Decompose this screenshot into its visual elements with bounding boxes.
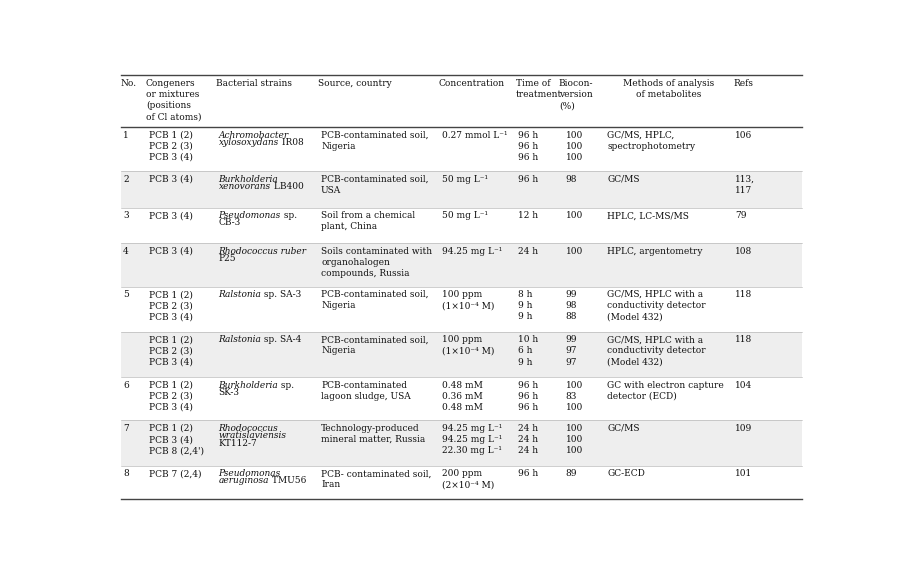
Text: Rhodococcus ruber: Rhodococcus ruber bbox=[219, 247, 307, 256]
Text: PCB 1 (2)
PCB 2 (3)
PCB 3 (4): PCB 1 (2) PCB 2 (3) PCB 3 (4) bbox=[148, 381, 193, 412]
Text: 118: 118 bbox=[735, 290, 752, 299]
Text: 79: 79 bbox=[735, 211, 747, 220]
Text: PCB 3 (4): PCB 3 (4) bbox=[148, 211, 193, 220]
Text: sp. SA-4: sp. SA-4 bbox=[261, 335, 302, 344]
Text: Concentration: Concentration bbox=[439, 79, 505, 88]
Text: PCB 7 (2,4): PCB 7 (2,4) bbox=[148, 469, 202, 478]
Text: 4: 4 bbox=[123, 247, 129, 256]
Text: PCB-contaminated
lagoon sludge, USA: PCB-contaminated lagoon sludge, USA bbox=[321, 381, 410, 400]
Text: 100 ppm
(1×10⁻⁴ M): 100 ppm (1×10⁻⁴ M) bbox=[442, 335, 494, 356]
Text: 12 h: 12 h bbox=[518, 211, 538, 220]
Text: wratislaviensis: wratislaviensis bbox=[219, 431, 286, 440]
Text: Ralstonia: Ralstonia bbox=[219, 335, 261, 344]
Bar bbox=[121, 466, 802, 499]
Text: Methods of analysis
of metabolites: Methods of analysis of metabolites bbox=[623, 79, 715, 99]
Text: 100 ppm
(1×10⁻⁴ M): 100 ppm (1×10⁻⁴ M) bbox=[442, 290, 494, 310]
Text: 96 h
96 h
96 h: 96 h 96 h 96 h bbox=[518, 381, 539, 412]
Text: Ralstonia: Ralstonia bbox=[219, 290, 261, 299]
Text: 99
97
97: 99 97 97 bbox=[566, 335, 578, 366]
Text: Source, country: Source, country bbox=[319, 79, 392, 88]
Text: Congeners
or mixtures
(positions
of Cl atoms): Congeners or mixtures (positions of Cl a… bbox=[146, 79, 202, 122]
Text: PCB-contaminated soil,
Nigeria: PCB-contaminated soil, Nigeria bbox=[321, 335, 428, 356]
Text: 98: 98 bbox=[566, 175, 578, 184]
Text: 100: 100 bbox=[566, 211, 583, 220]
Text: xylosoxydans: xylosoxydans bbox=[219, 138, 279, 147]
Text: KT112-7: KT112-7 bbox=[219, 438, 257, 448]
Text: 96 h: 96 h bbox=[518, 175, 539, 184]
Text: Soils contaminated with
organohalogen
compounds, Russia: Soils contaminated with organohalogen co… bbox=[321, 247, 432, 278]
Text: Refs: Refs bbox=[734, 79, 753, 88]
Text: 0.27 mmol L⁻¹: 0.27 mmol L⁻¹ bbox=[442, 131, 508, 140]
Text: PCB 3 (4): PCB 3 (4) bbox=[148, 175, 193, 184]
Text: GC/MS: GC/MS bbox=[607, 175, 640, 184]
Text: 5: 5 bbox=[123, 290, 129, 299]
Bar bbox=[121, 332, 802, 377]
Text: Rhodococcus: Rhodococcus bbox=[219, 424, 278, 433]
Bar bbox=[121, 377, 802, 420]
Text: LB400: LB400 bbox=[271, 182, 303, 191]
Text: TMU56: TMU56 bbox=[269, 477, 306, 486]
Text: 104: 104 bbox=[735, 381, 752, 390]
Text: Time of
treatment: Time of treatment bbox=[516, 79, 562, 99]
Text: PCB 1 (2)
PCB 2 (3)
PCB 3 (4): PCB 1 (2) PCB 2 (3) PCB 3 (4) bbox=[148, 335, 193, 366]
Text: Biocon-
version
(%): Biocon- version (%) bbox=[559, 79, 593, 110]
Text: 7: 7 bbox=[123, 424, 129, 433]
Text: 96 h
96 h
96 h: 96 h 96 h 96 h bbox=[518, 131, 539, 162]
Text: 99
98
88: 99 98 88 bbox=[566, 290, 578, 321]
Text: 106: 106 bbox=[735, 131, 752, 140]
Text: Burkholderia: Burkholderia bbox=[219, 175, 278, 184]
Text: GC/MS: GC/MS bbox=[607, 424, 640, 433]
Text: Burkholderia: Burkholderia bbox=[219, 381, 278, 390]
Text: 100
83
100: 100 83 100 bbox=[566, 381, 583, 412]
Text: 50 mg L⁻¹: 50 mg L⁻¹ bbox=[442, 211, 488, 220]
Text: PCB 3 (4): PCB 3 (4) bbox=[148, 247, 193, 256]
Text: PCB 1 (2)
PCB 2 (3)
PCB 3 (4): PCB 1 (2) PCB 2 (3) PCB 3 (4) bbox=[148, 290, 193, 321]
Text: CB-3: CB-3 bbox=[219, 219, 241, 227]
Text: P25: P25 bbox=[219, 254, 236, 263]
Text: SK-3: SK-3 bbox=[219, 388, 239, 397]
Text: No.: No. bbox=[121, 79, 137, 88]
Text: 108: 108 bbox=[735, 247, 752, 256]
Text: HPLC, argentometry: HPLC, argentometry bbox=[607, 247, 703, 256]
Text: 6: 6 bbox=[123, 381, 129, 390]
Text: 1: 1 bbox=[123, 131, 129, 140]
Bar bbox=[121, 420, 802, 466]
Text: HPLC, LC-MS/MS: HPLC, LC-MS/MS bbox=[607, 211, 688, 220]
Text: 89: 89 bbox=[566, 469, 578, 478]
Text: 100
100
100: 100 100 100 bbox=[566, 424, 583, 455]
Text: GC/MS, HPLC with a
conductivity detector
(Model 432): GC/MS, HPLC with a conductivity detector… bbox=[607, 290, 706, 321]
Text: xenovorans: xenovorans bbox=[219, 182, 271, 191]
Text: 50 mg L⁻¹: 50 mg L⁻¹ bbox=[442, 175, 488, 184]
Text: 100: 100 bbox=[566, 247, 583, 256]
Text: GC-ECD: GC-ECD bbox=[607, 469, 645, 478]
Text: 101: 101 bbox=[735, 469, 752, 478]
Text: PCB-contaminated soil,
USA: PCB-contaminated soil, USA bbox=[321, 175, 428, 195]
Text: 96 h: 96 h bbox=[518, 469, 539, 478]
Text: 10 h
6 h
9 h: 10 h 6 h 9 h bbox=[518, 335, 539, 366]
Text: PCB 1 (2)
PCB 2 (3)
PCB 3 (4): PCB 1 (2) PCB 2 (3) PCB 3 (4) bbox=[148, 131, 193, 162]
Text: PCB- contaminated soil,
Iran: PCB- contaminated soil, Iran bbox=[321, 469, 431, 489]
Text: Pseudomonas: Pseudomonas bbox=[219, 211, 281, 220]
Text: 8: 8 bbox=[123, 469, 129, 478]
Text: sp.: sp. bbox=[281, 211, 297, 220]
Text: Technology-produced
mineral matter, Russia: Technology-produced mineral matter, Russ… bbox=[321, 424, 426, 444]
Bar bbox=[121, 243, 802, 287]
Text: 3: 3 bbox=[123, 211, 129, 220]
Text: 100
100
100: 100 100 100 bbox=[566, 131, 583, 162]
Text: 24 h: 24 h bbox=[518, 247, 538, 256]
Text: 2: 2 bbox=[123, 175, 129, 184]
Text: 94.25 mg L⁻¹
94.25 mg L⁻¹
22.30 mg L⁻¹: 94.25 mg L⁻¹ 94.25 mg L⁻¹ 22.30 mg L⁻¹ bbox=[442, 424, 502, 455]
Bar bbox=[121, 287, 802, 332]
Text: GC/MS, HPLC with a
conductivity detector
(Model 432): GC/MS, HPLC with a conductivity detector… bbox=[607, 335, 706, 366]
Bar bbox=[121, 208, 802, 243]
Text: 113,
117: 113, 117 bbox=[735, 175, 755, 195]
Text: PCB 1 (2)
PCB 3 (4)
PCB 8 (2,4'): PCB 1 (2) PCB 3 (4) PCB 8 (2,4') bbox=[148, 424, 203, 455]
Text: Soil from a chemical
plant, China: Soil from a chemical plant, China bbox=[321, 211, 415, 231]
Text: aeruginosa: aeruginosa bbox=[219, 477, 269, 486]
Text: Pseudomonas: Pseudomonas bbox=[219, 469, 281, 478]
Text: Achromobacter: Achromobacter bbox=[219, 131, 289, 140]
Bar bbox=[121, 172, 802, 208]
Text: sp. SA-3: sp. SA-3 bbox=[261, 290, 302, 299]
Text: IR08: IR08 bbox=[279, 138, 303, 147]
Text: GC with electron capture
detector (ECD): GC with electron capture detector (ECD) bbox=[607, 381, 724, 400]
